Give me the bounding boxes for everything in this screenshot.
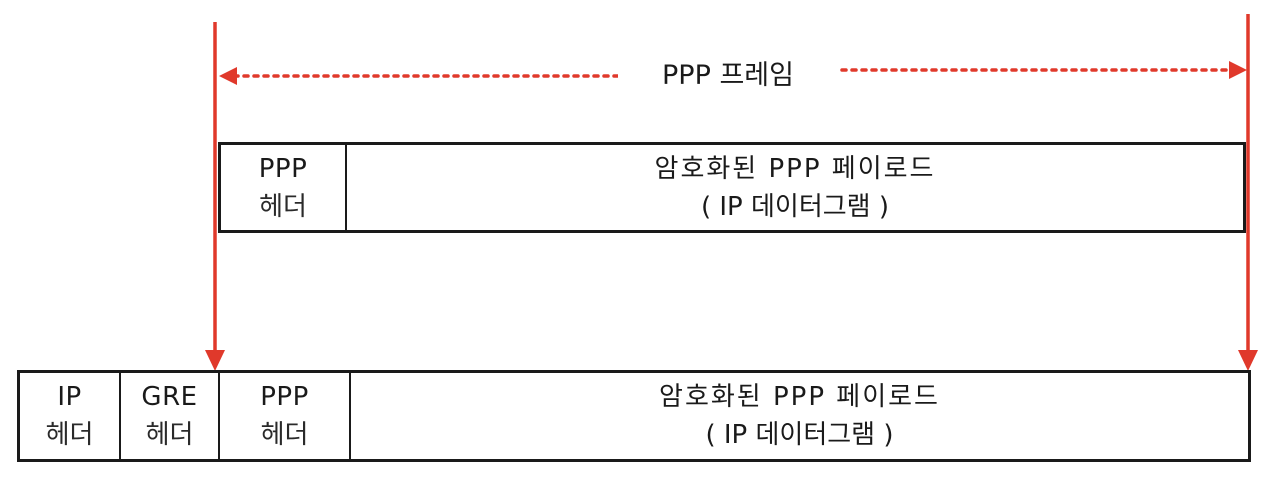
frame-span-arrowhead-left (219, 67, 237, 85)
gre-header-title: GRE (141, 382, 198, 412)
left-boundary-arrowhead (205, 350, 225, 371)
ppp-header-subtitle: 헤더 (260, 420, 309, 450)
ip-header-cell: IP 헤더 (20, 373, 119, 459)
ppp-frame-row: PPP 헤더 암호화된 PPP 페이로드 ( IP 데이터그램 ) (218, 142, 1246, 233)
ppp-header-cell: PPP 헤더 (218, 373, 349, 459)
ip-header-title: IP (57, 382, 82, 412)
encrypted-payload-cell: 암호화된 PPP 페이로드 ( IP 데이터그램 ) (349, 373, 1248, 459)
payload-subtitle: ( IP 데이터그램 ) (705, 420, 894, 450)
ppp-header-subtitle: 헤더 (259, 191, 307, 222)
payload-title: 암호화된 PPP 페이로드 (659, 382, 940, 412)
gre-header-cell: GRE 헤더 (119, 373, 218, 459)
ip-header-subtitle: 헤더 (45, 420, 94, 450)
ppp-header-title: PPP (258, 153, 308, 184)
encrypted-payload-cell: 암호화된 PPP 페이로드 ( IP 데이터그램 ) (345, 145, 1243, 230)
frame-label: PPP 프레임 (618, 54, 838, 98)
gre-header-subtitle: 헤더 (145, 420, 194, 450)
payload-subtitle: ( IP 데이터그램 ) (700, 191, 890, 222)
ppp-header-title: PPP (260, 382, 309, 412)
ppp-header-cell: PPP 헤더 (221, 145, 345, 230)
frame-span-arrowhead-right (1229, 61, 1247, 79)
encapsulated-packet-row: IP 헤더 GRE 헤더 PPP 헤더 암호화된 PPP 페이로드 ( IP 데… (17, 370, 1251, 462)
right-boundary-arrowhead (1238, 350, 1258, 371)
payload-title: 암호화된 PPP 페이로드 (654, 153, 936, 184)
